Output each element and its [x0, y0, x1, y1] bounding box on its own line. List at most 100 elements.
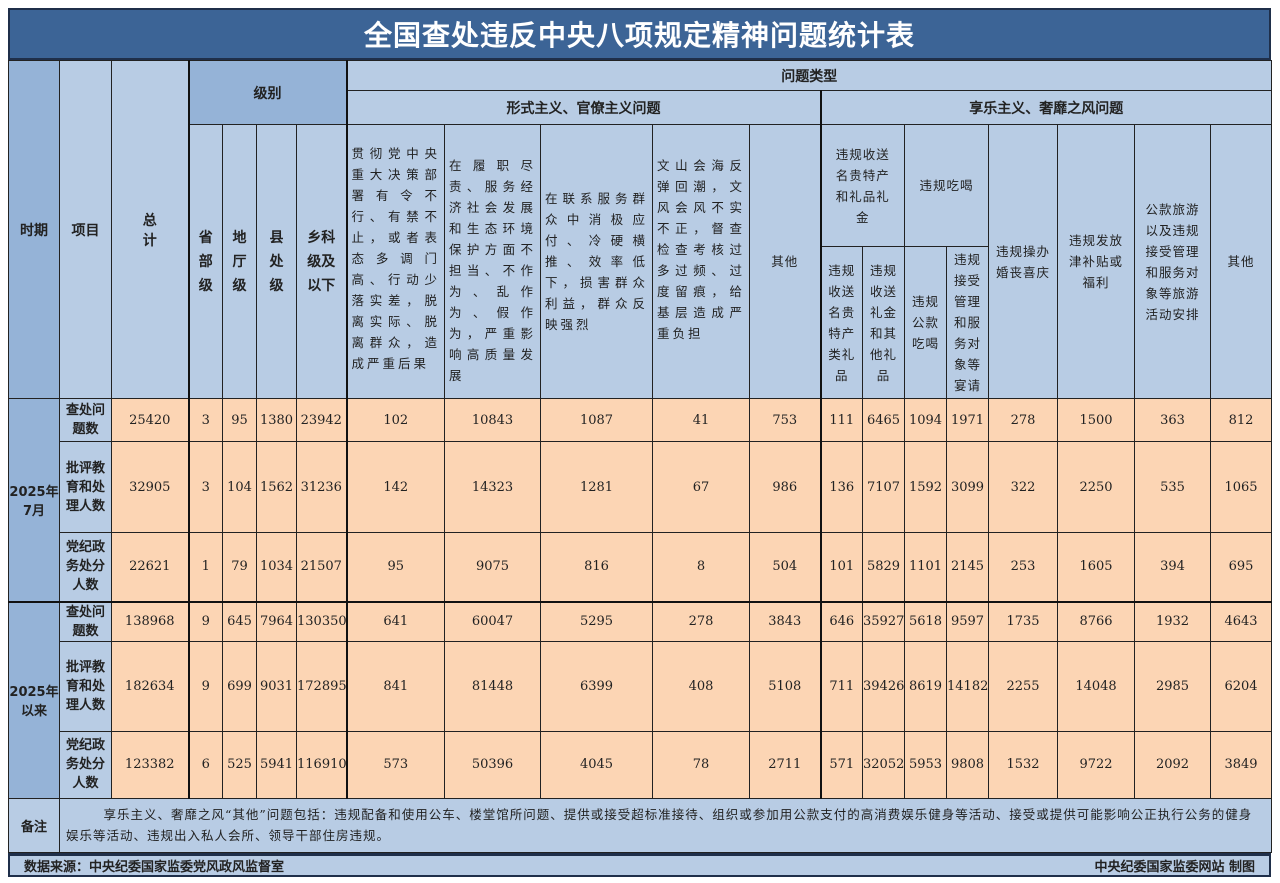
value-cell: 2092	[1134, 730, 1211, 799]
header-formalism-col-1: 贯彻党中央重大决策部署有令不行、有禁不止，或者表态多调门高、行动少落实差，脱离实…	[345, 124, 445, 399]
row-item-label: 批评教育和处理人数	[59, 640, 112, 732]
value-cell: 646	[819, 600, 863, 642]
value-cell: 841	[345, 640, 445, 732]
value-cell: 67	[652, 441, 750, 533]
header-level-prefectural: 地厅级	[222, 124, 257, 399]
value-cell: 278	[652, 600, 750, 642]
value-cell: 394	[1134, 532, 1211, 602]
value-cell: 1532	[988, 730, 1058, 799]
value-cell: 2250	[1057, 441, 1135, 533]
value-cell: 9075	[444, 532, 541, 602]
footer-bar: 数据来源：中央纪委国家监委党风政风监督室 中央纪委国家监委网站 制图	[8, 852, 1271, 877]
value-cell: 2255	[988, 640, 1058, 732]
value-cell: 4045	[540, 730, 653, 799]
header-dining-group: 违规吃喝	[904, 124, 989, 247]
credit: 中央纪委国家监委网站 制图	[1094, 859, 1255, 875]
header-dining-public: 违规公款吃喝	[904, 246, 947, 399]
table-row: 2025年以来 查处问题数 138968 9 645 7964 130350 641 60047…	[8, 600, 1273, 799]
value-cell: 1500	[1057, 398, 1135, 442]
value-cell: 8	[652, 532, 750, 602]
value-cell: 711	[819, 640, 863, 732]
value-cell: 816	[540, 532, 653, 602]
value-cell: 9031	[256, 640, 297, 732]
value-cell: 8766	[1057, 600, 1135, 642]
header-gift-money: 违规收送礼金和其他礼品	[862, 246, 905, 399]
value-cell: 102	[345, 398, 445, 442]
value-cell: 5953	[904, 730, 947, 799]
value-cell: 1592	[904, 441, 947, 533]
header-formalism-group: 形式主义、官僚主义问题	[345, 90, 821, 125]
table-row: 党纪政务处分人数 22621 1 79 1034 21507 95 9075 816 8 504 10…	[9, 532, 1273, 602]
value-cell: 1087	[540, 398, 653, 442]
value-cell: 101	[819, 532, 863, 602]
value-cell: 95	[222, 398, 257, 442]
value-cell: 39426	[862, 640, 905, 732]
value-cell: 9	[187, 600, 223, 642]
value-cell: 812	[1209, 398, 1273, 442]
row-item-label: 党纪政务处分人数	[59, 730, 112, 799]
value-cell: 5618	[904, 600, 947, 642]
value-cell: 1065	[1209, 441, 1273, 533]
header-formalism-col-3: 在联系服务群众中消极应付、冷硬横推、效率低下，损害群众利益，群众反映强烈	[540, 124, 653, 399]
value-cell: 9597	[946, 600, 989, 642]
value-cell: 79	[222, 532, 257, 602]
header-weddings-funerals: 违规操办婚丧喜庆	[988, 124, 1058, 399]
header-hedonism-other: 其他	[1209, 124, 1273, 399]
value-cell: 32052	[862, 730, 905, 799]
value-cell: 2145	[946, 532, 989, 602]
header-problem-type: 问题类型	[345, 60, 1273, 91]
value-cell: 1101	[904, 532, 947, 602]
row-item-label: 党纪政务处分人数	[59, 532, 112, 602]
value-cell: 123382	[111, 730, 189, 799]
value-cell: 2711	[749, 730, 821, 799]
value-cell: 504	[749, 532, 821, 602]
value-cell: 14182	[946, 640, 989, 732]
table-row: 党纪政务处分人数 123382 6 525 5941 116910 573 50396 4045…	[9, 730, 1273, 799]
value-cell: 573	[345, 730, 445, 799]
value-cell: 9808	[946, 730, 989, 799]
value-cell: 2985	[1134, 640, 1211, 732]
value-cell: 695	[1209, 532, 1273, 602]
value-cell: 5108	[749, 640, 821, 732]
value-cell: 130350	[296, 600, 347, 642]
value-cell: 31236	[296, 441, 347, 533]
value-cell: 5829	[862, 532, 905, 602]
header-level: 级别	[187, 60, 347, 125]
value-cell: 41	[652, 398, 750, 442]
table-row: 批评教育和处理人数 32905 3 104 1562 31236 142 14323 1281 6…	[9, 441, 1273, 533]
row-item-label: 查处问题数	[59, 600, 112, 642]
value-cell: 25420	[111, 398, 189, 442]
header-gift-specialty: 违规收送名贵特产类礼品	[819, 246, 863, 399]
header-total: 总计	[111, 60, 189, 399]
value-cell: 6204	[1209, 640, 1273, 732]
value-cell: 138968	[111, 600, 189, 642]
value-cell: 50396	[444, 730, 541, 799]
value-cell: 1034	[256, 532, 297, 602]
value-cell: 35927	[862, 600, 905, 642]
value-cell: 1	[187, 532, 223, 602]
value-cell: 1094	[904, 398, 947, 442]
period-label: 2025年以来	[8, 600, 60, 799]
value-cell: 81448	[444, 640, 541, 732]
data-source: 数据来源：中央纪委国家监委党风政风监督室	[24, 859, 285, 875]
header-dining-banquet: 违规接受管理和服务对象等宴请	[946, 246, 989, 399]
value-cell: 6	[187, 730, 223, 799]
header-allowances: 违规发放津补贴或福利	[1057, 124, 1135, 399]
value-cell: 5295	[540, 600, 653, 642]
stats-table-container: 全国查处违反中央八项规定精神问题统计表 时期 项目 总计 级别 问题类型 形式主…	[8, 8, 1273, 877]
value-cell: 3	[187, 398, 223, 442]
header-formalism-other: 其他	[749, 124, 821, 399]
value-cell: 363	[1134, 398, 1211, 442]
value-cell: 111	[819, 398, 863, 442]
header-level-county: 县处级	[256, 124, 297, 399]
value-cell: 14323	[444, 441, 541, 533]
header-level-provincial: 省部级	[187, 124, 223, 399]
value-cell: 10843	[444, 398, 541, 442]
value-cell: 6465	[862, 398, 905, 442]
value-cell: 408	[652, 640, 750, 732]
value-cell: 9	[187, 640, 223, 732]
notes-text: 享乐主义、奢靡之风“其他”问题包括：违规配备和使用公车、楼堂馆所问题、提供或接受…	[58, 797, 1273, 853]
value-cell: 1971	[946, 398, 989, 442]
value-cell: 3	[187, 441, 223, 533]
header-level-township: 乡科级及以下	[296, 124, 347, 399]
